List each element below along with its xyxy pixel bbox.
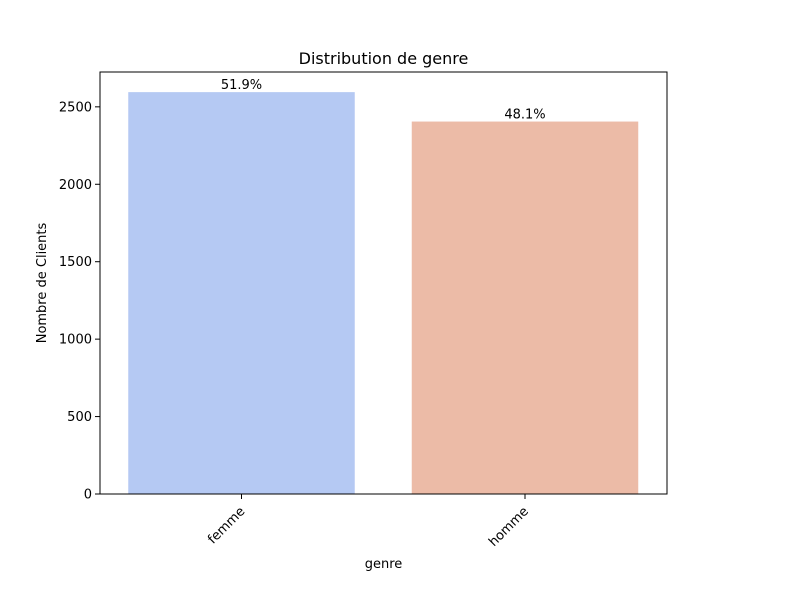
y-axis-label: Nombre de Clients [35, 222, 50, 343]
y-tick-label: 1500 [59, 255, 92, 270]
y-tick-label: 1000 [59, 333, 92, 348]
bar-femme [128, 92, 355, 494]
y-tick-label: 2000 [59, 178, 92, 193]
y-tick-label: 2500 [59, 100, 92, 115]
y-tick-label: 500 [67, 410, 92, 425]
data-label-femme: 51.9% [221, 78, 262, 93]
data-labels-group: 51.9% 48.1% [221, 78, 546, 122]
chart-title: Distribution de genre [299, 49, 469, 68]
x-axis-label: genre [365, 557, 403, 572]
y-axis-ticks: 0 500 1000 1500 2000 2500 [59, 100, 100, 503]
bar-homme [411, 121, 639, 494]
plot-frame [99, 71, 668, 495]
x-axis-ticks: femme homme [205, 494, 532, 550]
data-label-homme: 48.1% [504, 108, 545, 123]
y-tick-label: 0 [84, 488, 92, 503]
bars-group [128, 92, 639, 494]
x-tick-label-homme: homme [486, 504, 532, 550]
x-tick-label-femme: femme [205, 504, 248, 547]
